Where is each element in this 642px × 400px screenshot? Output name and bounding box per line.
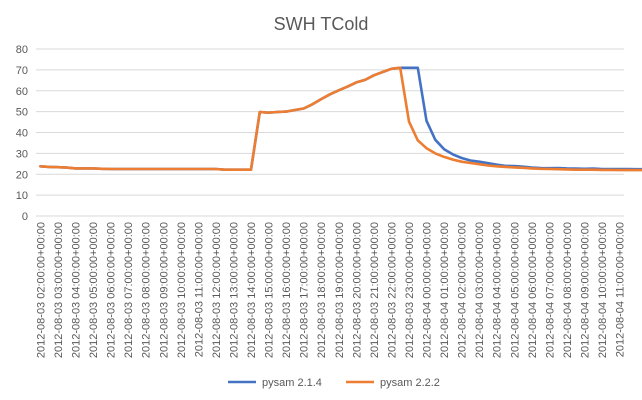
x-tick-label: 2012-08-03 02:00:00+00:00 bbox=[35, 222, 47, 358]
x-tick-label: 2012-08-04 11:00:00+00:00 bbox=[615, 222, 627, 357]
x-tick-label: 2012-08-04 03:00:00+00:00 bbox=[474, 222, 486, 358]
x-tick-label: 2012-08-03 12:00:00+00:00 bbox=[211, 222, 223, 358]
series-line-1 bbox=[39, 66, 642, 171]
x-tick-label: 2012-08-04 07:00:00+00:00 bbox=[544, 222, 556, 358]
x-tick-label: 2012-08-03 23:00:00+00:00 bbox=[404, 222, 416, 358]
x-tick-label: 2012-08-03 21:00:00+00:00 bbox=[369, 222, 381, 358]
x-tick-label: 2012-08-04 09:00:00+00:00 bbox=[580, 222, 592, 358]
x-tick-label: 2012-08-03 15:00:00+00:00 bbox=[264, 222, 276, 358]
legend: pysam 2.1.4 pysam 2.2.2 bbox=[228, 377, 440, 389]
x-tick-label: 2012-08-04 08:00:00+00:00 bbox=[562, 222, 574, 358]
x-tick-label: 2012-08-03 18:00:00+00:00 bbox=[316, 222, 328, 358]
chart-title: SWH TCold bbox=[274, 14, 369, 34]
x-tick-label: 2012-08-03 22:00:00+00:00 bbox=[386, 222, 398, 358]
y-tick-label: 60 bbox=[16, 86, 28, 98]
x-tick-label: 2012-08-03 16:00:00+00:00 bbox=[281, 222, 293, 358]
x-tick-label: 2012-08-04 10:00:00+00:00 bbox=[597, 222, 609, 358]
x-tick-label: 2012-08-03 03:00:00+00:00 bbox=[53, 222, 65, 358]
x-tick-label: 2012-08-03 09:00:00+00:00 bbox=[158, 222, 170, 358]
x-tick-label: 2012-08-03 06:00:00+00:00 bbox=[106, 222, 118, 358]
y-tick-label: 30 bbox=[16, 148, 28, 160]
y-tick-label: 0 bbox=[22, 211, 28, 223]
y-tick-label: 10 bbox=[16, 190, 28, 202]
x-tick-label: 2012-08-04 06:00:00+00:00 bbox=[527, 222, 539, 358]
x-tick-label: 2012-08-04 04:00:00+00:00 bbox=[492, 222, 504, 358]
grid-layer bbox=[36, 48, 624, 217]
x-tick-label: 2012-08-04 05:00:00+00:00 bbox=[509, 222, 521, 358]
y-tick-label: 40 bbox=[16, 128, 28, 140]
x-tick-label: 2012-08-03 04:00:00+00:00 bbox=[70, 222, 82, 358]
x-axis-ticks: 2012-08-03 02:00:00+00:00 2012-08-03 03:0… bbox=[35, 222, 626, 358]
x-tick-label: 2012-08-04 02:00:00+00:00 bbox=[457, 222, 469, 358]
x-tick-label: 2012-08-04 01:00:00+00:00 bbox=[439, 222, 451, 358]
y-tick-label: 20 bbox=[16, 169, 28, 181]
y-axis-ticks: 0 10 20 30 40 50 60 70 80 bbox=[16, 44, 28, 223]
series-line-2 bbox=[39, 66, 642, 172]
y-tick-label: 80 bbox=[16, 44, 28, 56]
x-tick-label: 2012-08-03 14:00:00+00:00 bbox=[246, 222, 258, 358]
y-tick-label: 50 bbox=[16, 107, 28, 119]
x-tick-label: 2012-08-03 07:00:00+00:00 bbox=[123, 222, 135, 358]
x-tick-label: 2012-08-03 05:00:00+00:00 bbox=[88, 222, 100, 358]
x-tick-label: 2012-08-03 10:00:00+00:00 bbox=[176, 222, 188, 358]
y-tick-label: 70 bbox=[16, 65, 28, 77]
x-tick-label: 2012-08-03 11:00:00+00:00 bbox=[193, 222, 205, 357]
legend-label-1: pysam 2.1.4 bbox=[262, 377, 322, 389]
x-tick-label: 2012-08-03 08:00:00+00:00 bbox=[141, 222, 153, 358]
x-tick-label: 2012-08-04 00:00:00+00:00 bbox=[422, 222, 434, 358]
x-tick-label: 2012-08-03 13:00:00+00:00 bbox=[228, 222, 240, 358]
x-tick-label: 2012-08-03 20:00:00+00:00 bbox=[351, 222, 363, 358]
x-tick-label: 2012-08-03 19:00:00+00:00 bbox=[334, 222, 346, 358]
legend-label-2: pysam 2.2.2 bbox=[380, 377, 440, 389]
series-layer bbox=[39, 66, 642, 172]
x-tick-label: 2012-08-03 17:00:00+00:00 bbox=[299, 222, 311, 358]
